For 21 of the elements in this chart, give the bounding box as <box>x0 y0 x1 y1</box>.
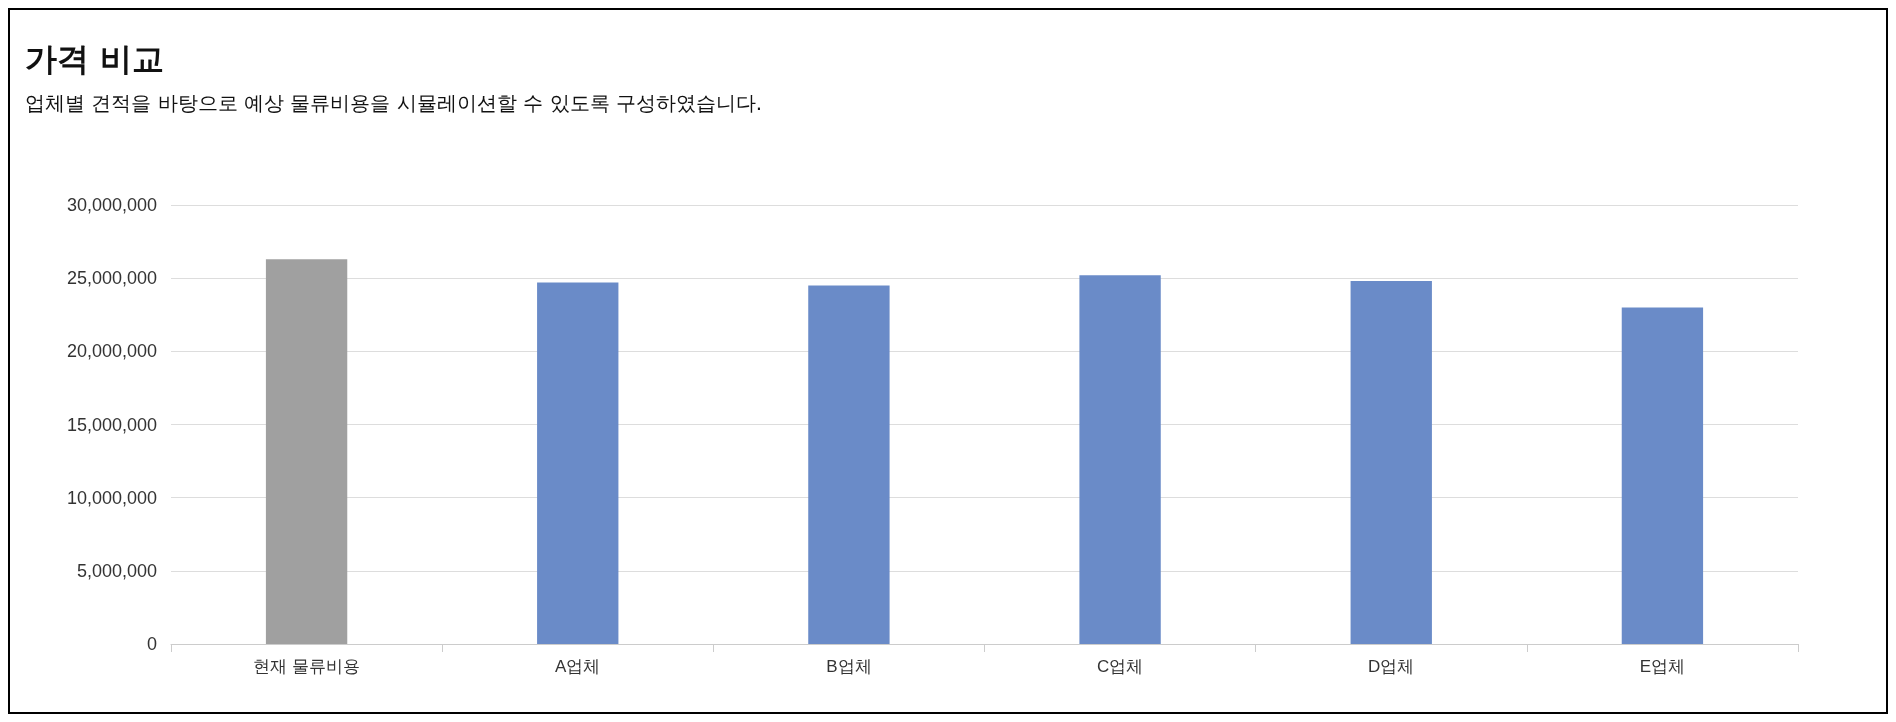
y-tick-label: 30,000,000 <box>66 195 157 215</box>
x-tick-label: B업체 <box>826 657 872 676</box>
y-tick-label: 15,000,000 <box>66 414 157 435</box>
x-tick-label: 현재 물류비용 <box>253 657 360 676</box>
chart-subtitle: 업체별 견적을 바탕으로 예상 물류비용을 시뮬레이션할 수 있도록 구성하였습니다. <box>25 91 763 115</box>
x-tick-label: D업체 <box>1368 657 1415 676</box>
y-tick-label: 5,000,000 <box>76 560 157 581</box>
x-tick-label: E업체 <box>1639 657 1686 676</box>
bar <box>1079 275 1161 644</box>
y-tick-label: 20,000,000 <box>66 341 157 362</box>
x-tick-label: C업체 <box>1096 657 1144 676</box>
chart-title: 가격 비교 <box>25 40 165 78</box>
y-tick-label: 10,000,000 <box>66 487 157 508</box>
bar <box>1621 307 1704 644</box>
y-tick-label: 0 <box>146 634 157 654</box>
bar <box>265 259 348 644</box>
x-tick-label: A업체 <box>555 657 601 676</box>
bar <box>1350 281 1432 644</box>
y-tick-label: 25,000,000 <box>66 268 157 289</box>
bar <box>808 285 890 644</box>
bar <box>537 282 619 644</box>
